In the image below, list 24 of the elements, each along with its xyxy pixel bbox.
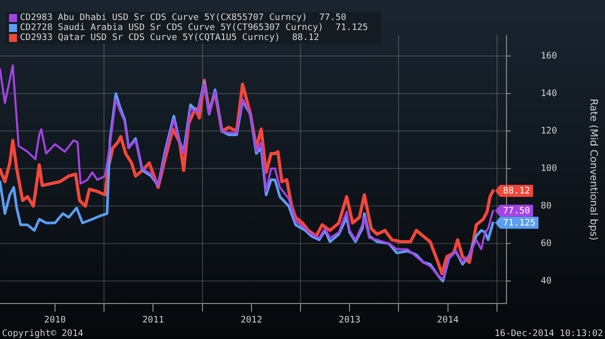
y-tick-label: 160	[540, 51, 558, 62]
y-tick-label: 120	[540, 126, 558, 136]
y-axis-title: Rate (Mid Conventional bps)	[587, 98, 598, 241]
y-tick-label: 140	[540, 88, 558, 99]
x-tick-label: 2013	[338, 315, 360, 326]
x-tick-label: 2010	[44, 315, 66, 326]
text: 71.125	[335, 23, 368, 33]
y-tick-label: 100	[540, 164, 558, 174]
x-tick-label: 2011	[142, 315, 164, 326]
data-label: 77.50	[502, 206, 530, 217]
text: 16-Dec-2014 10:13:02	[494, 329, 603, 339]
legend-label: CD2983 Abu Dhabi USD Sr CDS Curve 5Y(CX855707 Curncy)	[20, 13, 308, 23]
x-tick-label: 2012	[240, 315, 262, 326]
x-tick-label: 2014	[436, 315, 459, 326]
data-label: 88.12	[502, 186, 530, 197]
y-tick-label: 80	[540, 201, 552, 212]
text: 88.12	[292, 33, 320, 43]
y-tick-label: 40	[540, 276, 552, 286]
data-label: 71.125	[502, 218, 536, 229]
text: Copyright© 2014	[2, 329, 84, 339]
legend-label: CD2933 Qatar USD Sr CDS Curve 5Y(CQTA1U5 Curncy)	[20, 33, 280, 43]
legend-label: CD2728 Saudi Arabia USD Sr CDS Curve 5Y(CT965307 Curncy)	[20, 23, 324, 33]
text: 77.50	[319, 13, 346, 23]
y-tick-label: 60	[540, 238, 552, 249]
